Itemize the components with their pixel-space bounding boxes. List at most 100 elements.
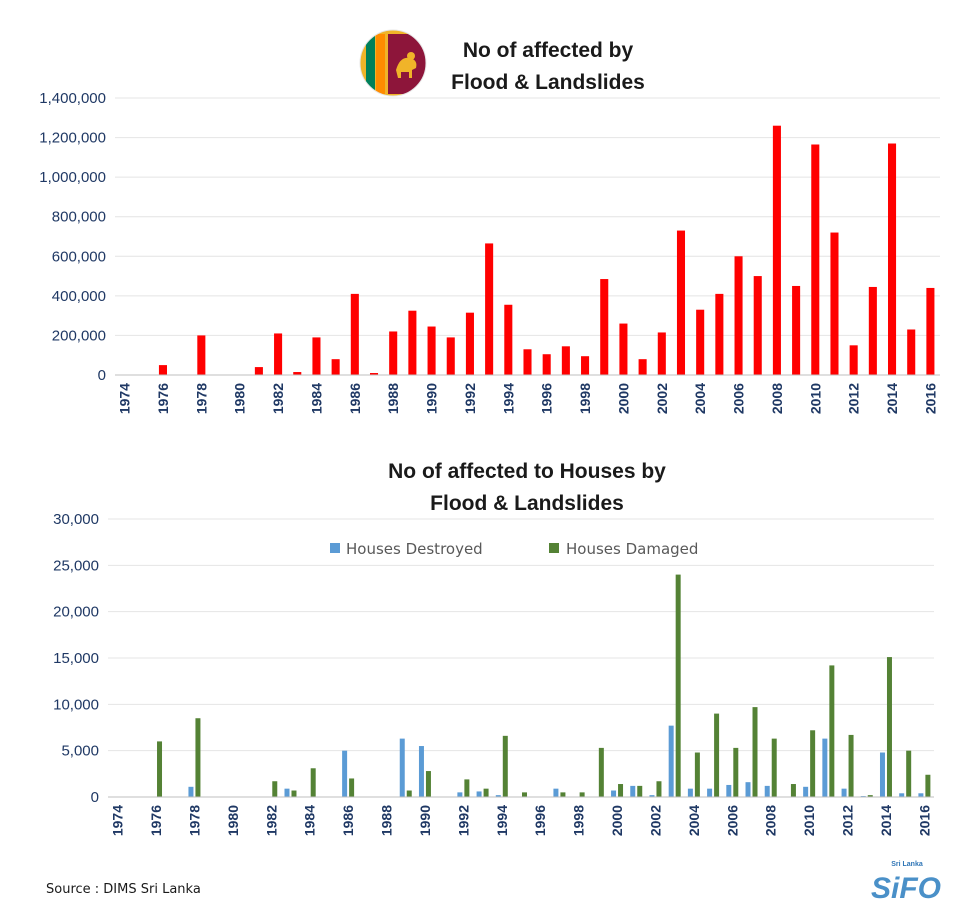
y-tick-label: 10,000 [53,696,99,713]
bar [523,349,532,375]
bar-houses-damaged [906,750,912,797]
x-tick-label: 1982 [270,383,286,414]
bar [638,359,647,375]
bar-houses-damaged [752,707,758,797]
bar [254,367,263,375]
x-tick-label: 1994 [500,383,516,414]
bar [581,356,590,375]
bar-houses-destroyed [822,738,828,797]
x-tick-label: 1992 [455,805,471,836]
x-tick-label: 2008 [763,805,779,836]
x-tick-label: 1982 [263,805,279,836]
bar-houses-damaged [579,792,585,797]
x-tick-label: 2012 [840,805,856,836]
legend-swatch-damaged [549,543,559,553]
bar-houses-damaged [925,774,931,797]
x-tick-label: 2012 [846,383,862,414]
bar [657,332,666,375]
chart1-title-line2: Flood & Landslides [451,71,645,94]
sri-lanka-flag-icon [359,29,427,97]
bar [715,293,724,375]
x-tick-label: 2002 [654,383,670,414]
x-tick-label: 1990 [417,805,433,836]
x-tick-label: 1980 [232,383,248,414]
bar [427,326,436,375]
x-tick-label: 1974 [117,383,133,414]
bar-houses-damaged [637,785,643,797]
bar-houses-destroyed [899,793,905,797]
y-tick-label: 0 [91,789,99,806]
bar-houses-destroyed [841,788,847,797]
bar-houses-damaged [406,790,412,797]
x-tick-label: 1998 [571,805,587,836]
bar [830,232,839,375]
bar-houses-destroyed [668,725,674,797]
x-tick-label: 2004 [692,383,708,414]
bar-houses-damaged [886,657,892,797]
x-tick-label: 1990 [424,383,440,414]
y-tick-label: 0 [98,367,106,384]
bar-houses-damaged [790,784,796,797]
y-tick-label: 1,200,000 [39,130,106,147]
x-tick-label: 2006 [731,383,747,414]
x-tick-label: 1980 [225,805,241,836]
bar-houses-damaged [810,730,816,797]
bar [696,309,705,375]
bar-houses-damaged [425,771,431,797]
bar [331,359,340,375]
bar-houses-damaged [867,795,873,797]
bar-houses-damaged [829,665,835,797]
bar [369,373,379,375]
bar-houses-destroyed [745,782,751,797]
y-tick-label: 200,000 [52,327,106,344]
x-tick-label: 1978 [186,805,202,836]
bar-houses-destroyed [399,738,405,797]
x-tick-label: 1974 [110,805,126,836]
bar-houses-damaged [618,784,624,797]
bar-houses-destroyed [707,788,713,797]
bar-houses-damaged [771,738,777,797]
chart-affected-houses: 0 5,000 10,000 15,000 20,000 25,000 30,000 1974… [53,511,934,836]
x-tick-label: 2000 [609,805,625,836]
bar [926,287,935,375]
bar-houses-damaged [464,779,470,797]
bar-houses-damaged [502,735,508,797]
bar [676,230,686,375]
y-tick-label: 15,000 [53,650,99,667]
logo-small-text: Sri Lanka [891,861,923,868]
y-tick-label: 30,000 [53,511,99,528]
bar [293,372,302,375]
bar-houses-destroyed [457,792,463,797]
bar [561,346,570,375]
bar-houses-damaged [310,768,316,797]
bar-houses-damaged [714,713,720,797]
x-tick-label: 2016 [916,805,932,836]
bar-houses-destroyed [611,790,617,797]
bar-houses-damaged [349,778,355,797]
y-tick-label: 400,000 [52,288,106,305]
bar-houses-destroyed [687,788,693,797]
source-note: Source : DIMS Sri Lanka [46,882,201,897]
bar-houses-destroyed [476,791,482,797]
bar [504,304,513,375]
bar-houses-damaged [733,747,739,797]
bar [619,323,628,375]
x-tick-label: 1986 [347,383,363,414]
x-tick-label: 2010 [801,805,817,836]
x-tick-label: 2014 [884,383,900,414]
x-tick-label: 1994 [494,805,510,836]
x-tick-label: 2000 [615,383,631,414]
bar-houses-damaged [522,792,527,797]
chart2-title-line2: Flood & Landslides [430,492,624,515]
bar-houses-damaged [675,574,681,797]
bar-houses-destroyed [879,752,885,797]
x-tick-label: 1986 [340,805,356,836]
bar [485,243,494,375]
bar [465,312,474,375]
bar-houses-destroyed [630,785,636,797]
bar-houses-damaged [656,781,662,797]
x-tick-label: 2008 [769,383,785,414]
legend-swatch-destroyed [330,543,340,553]
logo-big-text: SiFO [871,872,941,905]
